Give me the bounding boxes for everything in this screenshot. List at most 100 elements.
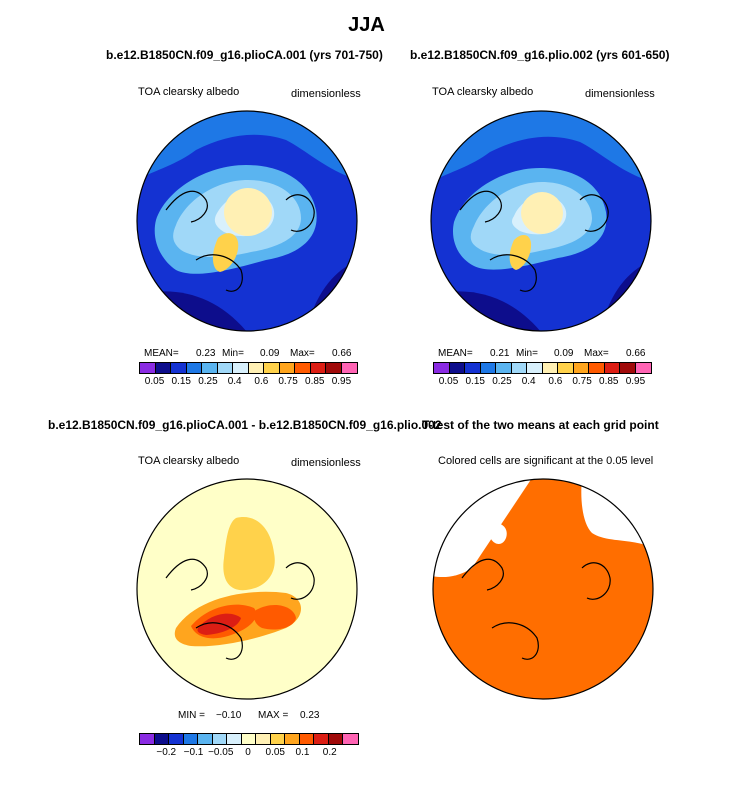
max-value: 0.66	[626, 348, 646, 359]
main-title: JJA	[348, 14, 385, 36]
min-label: Min=	[516, 348, 538, 359]
map-border	[432, 478, 654, 700]
colorbar-swatch	[202, 363, 218, 373]
colorbar-tick-label: 0.85	[305, 376, 325, 387]
colorbar-swatch	[573, 363, 589, 373]
colorbar-swatch	[480, 363, 496, 373]
colorbar-tick-label: 0.4	[521, 376, 536, 387]
colorbar-tick-label: −0.1	[183, 747, 204, 758]
min-value: 0.09	[554, 348, 574, 359]
colorbar-tick-label: 0.6	[548, 376, 563, 387]
colorbar-swatch	[511, 363, 527, 373]
colorbar-tick-label: 0.25	[492, 376, 512, 387]
colorbar-swatch	[154, 734, 169, 744]
panel-2-left-label: TOA clearsky albedo	[432, 86, 534, 98]
colorbar-swatch	[270, 734, 285, 744]
colorbar-swatch	[604, 363, 620, 373]
colorbar-tick-label: 0.6	[254, 376, 269, 387]
panel-3-polar-map	[136, 478, 358, 700]
panel-3-right-label: dimensionless	[291, 457, 361, 469]
albedo-region-pole	[521, 192, 563, 234]
colorbar-tick-label: 0.95	[331, 376, 352, 387]
panel-3-title: b.e12.B1850CN.f09_g16.plioCA.001 - b.e12…	[48, 418, 442, 432]
colorbar-swatch	[264, 363, 280, 373]
colorbar-swatch	[527, 363, 543, 373]
colorbar-swatch	[279, 363, 295, 373]
coastlines	[165, 190, 315, 292]
colorbar-swatch	[155, 363, 171, 373]
colorbar-tick-label: 0	[245, 747, 251, 758]
colorbar-tick-label: 0.25	[198, 376, 218, 387]
albedo-region-mid	[431, 111, 651, 182]
panel-1-polar-map	[136, 110, 358, 332]
colorbar-swatch	[140, 363, 156, 373]
min-value: 0.09	[260, 348, 280, 359]
colorbar-swatch	[326, 363, 342, 373]
mean-label: MEAN=	[438, 348, 473, 359]
mean-label: MEAN=	[144, 348, 179, 359]
colorbar-tick-label: 0.05	[438, 376, 459, 387]
colorbar-swatch	[256, 734, 271, 744]
colorbar-tick-label: 0.75	[572, 376, 592, 387]
mean-value: 0.21	[490, 348, 510, 359]
colorbar-tick-label: 0.2	[322, 747, 337, 758]
colorbar-swatch	[171, 363, 187, 373]
max-label: MAX =	[258, 710, 289, 721]
colorbar-swatch	[295, 363, 311, 373]
colorbar-tick-label: 0.75	[278, 376, 298, 387]
colorbar-tick-label: 0.4	[227, 376, 242, 387]
colorbar-swatch	[434, 363, 450, 373]
colorbar-swatch	[227, 734, 242, 744]
colorbar-swatch	[465, 363, 481, 373]
colorbar-swatch	[496, 363, 512, 373]
panel-4-note: Colored cells are significant at the 0.0…	[438, 455, 654, 467]
max-value: 0.23	[300, 710, 320, 721]
colorbar-swatch	[183, 734, 198, 744]
diff-region-positive	[223, 517, 275, 591]
panel-3-colorbar	[139, 733, 359, 745]
colorbar-tick-label: 0.15	[465, 376, 485, 387]
panel-2-title: b.e12.B1850CN.f09_g16.plio.002 (yrs 601-…	[410, 48, 670, 62]
colorbar-tick-label: 0.95	[625, 376, 646, 387]
colorbar-swatch	[169, 734, 184, 744]
coastlines	[461, 558, 611, 660]
panel-2-colorbar	[433, 362, 652, 374]
max-label: Max=	[290, 348, 315, 359]
colorbar-swatch	[186, 363, 202, 373]
panel-2-colorbar-ticks: 0.05 0.15 0.25 0.4 0.6 0.75 0.85 0.95	[433, 376, 651, 388]
colorbar-swatch	[217, 363, 233, 373]
max-value: 0.66	[332, 348, 352, 359]
panel-4-title: T-test of the two means at each grid poi…	[422, 418, 659, 432]
colorbar-tick-label: 0.1	[295, 747, 310, 758]
coastlines	[165, 558, 315, 660]
nonsignificant-cells	[487, 523, 507, 544]
colorbar-swatch	[140, 734, 155, 744]
colorbar-tick-label: 0.85	[599, 376, 619, 387]
colorbar-swatch	[341, 363, 357, 373]
colorbar-swatch	[328, 734, 343, 744]
panel-1-left-label: TOA clearsky albedo	[138, 86, 240, 98]
colorbar-swatch	[542, 363, 558, 373]
colorbar-tick-label: −0.05	[208, 747, 234, 758]
panel-1-right-label: dimensionless	[291, 88, 361, 100]
panel-1-colorbar	[139, 362, 358, 374]
colorbar-swatch	[635, 363, 651, 373]
colorbar-swatch	[248, 363, 264, 373]
panel-3-colorbar-ticks: −0.2 −0.1 −0.05 0 0.05 0.1 0.2	[139, 747, 357, 759]
colorbar-tick-label: −0.2	[156, 747, 177, 758]
min-value: −0.10	[216, 710, 242, 721]
panel-1-colorbar-ticks: 0.05 0.15 0.25 0.4 0.6 0.75 0.85 0.95	[139, 376, 357, 388]
coastlines	[459, 190, 609, 292]
panel-2-polar-map	[430, 110, 652, 332]
colorbar-swatch	[314, 734, 329, 744]
colorbar-swatch	[310, 363, 326, 373]
mean-value: 0.23	[196, 348, 216, 359]
map-border	[430, 110, 652, 332]
panel-4-polar-map	[432, 478, 654, 700]
albedo-region-pole	[224, 188, 272, 236]
colorbar-tick-label: 0.05	[265, 747, 285, 758]
panel-1-title: b.e12.B1850CN.f09_g16.plioCA.001 (yrs 70…	[106, 48, 383, 62]
panel-2-right-label: dimensionless	[585, 88, 655, 100]
colorbar-swatch	[233, 363, 249, 373]
colorbar-swatch	[212, 734, 227, 744]
